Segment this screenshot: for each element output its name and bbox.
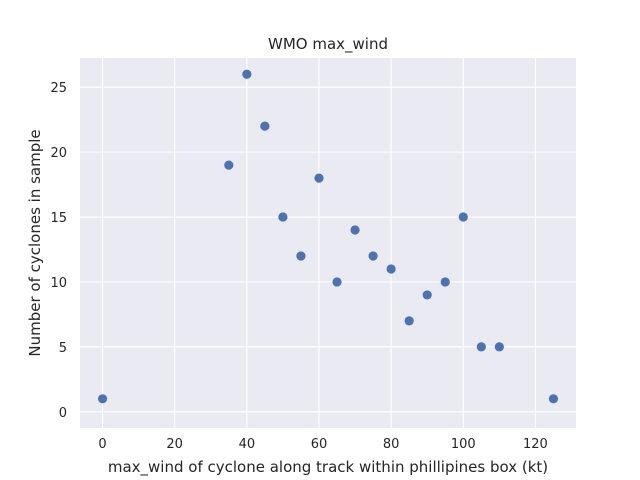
y-tick-label: 0 (59, 406, 67, 421)
data-point (296, 251, 306, 261)
x-tick-label: 40 (239, 437, 256, 452)
y-tick-labels: 0 5 10 15 20 25 (50, 81, 67, 421)
y-tick-label: 25 (50, 81, 67, 96)
data-point (476, 342, 486, 352)
x-tick-label: 60 (311, 437, 328, 452)
x-gridlines (101, 58, 536, 428)
chart-title: WMO max_wind (268, 35, 388, 54)
data-points (97, 69, 559, 404)
x-tick-labels: 0 20 40 60 80 100 120 (98, 437, 547, 452)
data-point (97, 394, 108, 404)
data-point (368, 251, 378, 261)
data-point (260, 121, 270, 131)
x-tick-label: 100 (451, 437, 476, 452)
data-point (404, 316, 414, 326)
y-tick-label: 5 (59, 341, 67, 356)
data-point (440, 277, 450, 287)
y-tick-label: 20 (50, 146, 67, 161)
data-point (458, 212, 468, 222)
data-point (278, 212, 288, 222)
data-point (548, 394, 559, 404)
x-tick-label: 80 (383, 437, 400, 452)
x-tick-label: 20 (166, 437, 183, 452)
y-tick-label: 15 (50, 211, 67, 226)
data-point (314, 173, 324, 183)
y-axis-label: Number of cyclones in sample (26, 129, 44, 356)
data-point (242, 69, 252, 79)
x-axis-label: max_wind of cyclone along track within p… (108, 458, 548, 477)
x-tick-label: 0 (98, 437, 106, 452)
data-point (386, 264, 396, 274)
data-point (494, 342, 504, 352)
x-tick-label: 120 (523, 437, 548, 452)
data-point (332, 277, 342, 287)
data-point (422, 290, 432, 300)
y-gridlines (80, 86, 576, 413)
data-point (224, 160, 234, 170)
plot-area (80, 58, 576, 428)
data-point (350, 225, 360, 235)
y-tick-label: 10 (50, 276, 67, 291)
